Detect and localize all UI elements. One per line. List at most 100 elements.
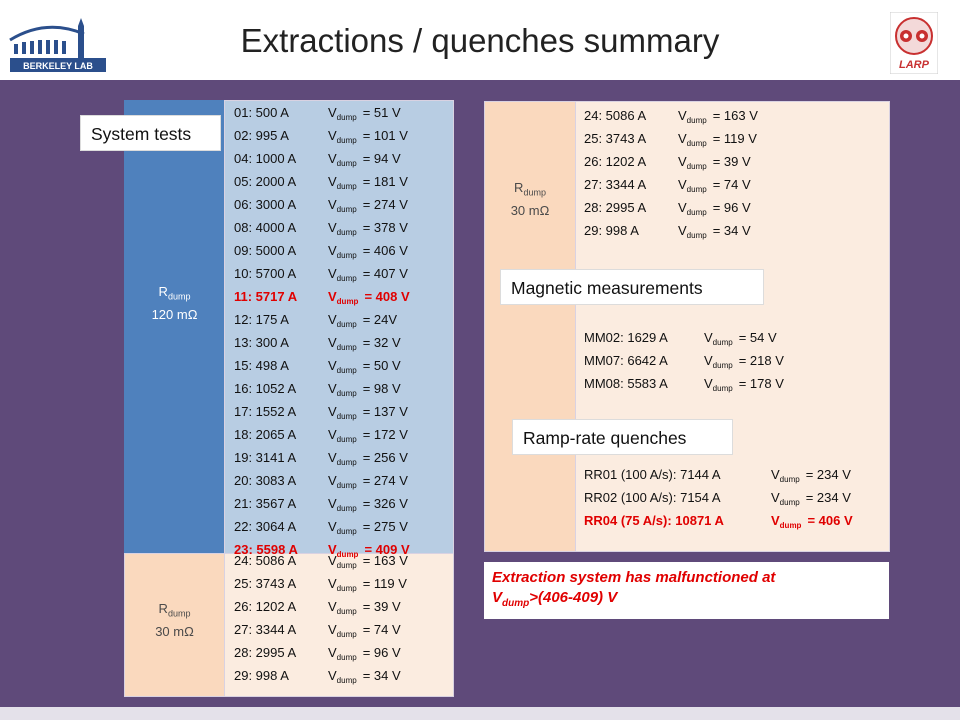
data-row: 22: 3064 A Vdump = 275 V bbox=[234, 517, 408, 540]
current-label: 21: 3567 A bbox=[234, 496, 297, 511]
vdump-subscript: dump bbox=[686, 231, 707, 240]
data-row: 24: 5086 A Vdump = 163 V bbox=[234, 551, 408, 574]
vdump-subscript: dump bbox=[336, 504, 357, 513]
vdump-number: = 74 V bbox=[712, 177, 751, 192]
data-row: 16: 1052 A Vdump = 98 V bbox=[234, 379, 401, 402]
vdump-subscript: dump bbox=[336, 630, 357, 639]
svg-text:BERKELEY LAB: BERKELEY LAB bbox=[23, 61, 93, 71]
vdump-symbol: V bbox=[328, 473, 337, 488]
data-row: 19: 3141 A Vdump = 256 V bbox=[234, 448, 408, 471]
data-row: 24: 5086 A Vdump = 163 V bbox=[584, 106, 758, 129]
vdump-subscript: dump bbox=[712, 338, 733, 347]
data-row: 12: 175 A Vdump = 24V bbox=[234, 310, 397, 333]
vdump-subscript: dump bbox=[686, 162, 707, 171]
vdump-value: Vdump = 54 V bbox=[704, 328, 777, 353]
vdump-number: = 378 V bbox=[362, 220, 408, 235]
current-label: RR04 (75 A/s): 10871 A bbox=[584, 513, 724, 528]
vdump-symbol: V bbox=[678, 108, 687, 123]
vdump-symbol: V bbox=[328, 496, 337, 511]
vdump-value: Vdump = 39 V bbox=[678, 152, 751, 177]
berkeley-lab-logo: BERKELEY LAB bbox=[6, 10, 110, 76]
vdump-symbol: V bbox=[678, 154, 687, 169]
current-label: 20: 3083 A bbox=[234, 473, 297, 488]
vdump-value: Vdump = 234 V bbox=[771, 465, 851, 490]
vdump-subscript: dump bbox=[336, 182, 357, 191]
vdump-subscript: dump bbox=[686, 139, 707, 148]
data-row: 10: 5700 A Vdump = 407 V bbox=[234, 264, 408, 287]
vdump-value: Vdump = 274 V bbox=[328, 195, 408, 220]
vdump-value: Vdump = 178 V bbox=[704, 374, 784, 399]
vdump-symbol: V bbox=[328, 174, 337, 189]
vdump-value: Vdump = 101 V bbox=[328, 126, 408, 151]
vdump-subscript: dump bbox=[686, 116, 707, 125]
data-row: 28: 2995 A Vdump = 96 V bbox=[234, 643, 401, 666]
vdump-subscript: dump bbox=[336, 389, 357, 398]
vdump-value: Vdump = 24V bbox=[328, 310, 397, 335]
vdump-symbol: V bbox=[678, 223, 687, 238]
vdump-number: = 39 V bbox=[362, 599, 401, 614]
current-label: 15: 498 A bbox=[234, 358, 289, 373]
vdump-value: Vdump = 34 V bbox=[678, 221, 751, 246]
vdump-value: Vdump = 96 V bbox=[678, 198, 751, 223]
left-values-peach-panel bbox=[224, 553, 454, 697]
vdump-value: Vdump = 119 V bbox=[678, 129, 757, 154]
vdump-symbol: V bbox=[328, 197, 337, 212]
vdump-number: = 163 V bbox=[362, 553, 408, 568]
vdump-subscript: dump bbox=[336, 607, 357, 616]
vdump-value: Vdump = 32 V bbox=[328, 333, 401, 358]
current-label: MM07: 6642 A bbox=[584, 353, 668, 368]
vdump-value: Vdump = 74 V bbox=[678, 175, 751, 200]
vdump-value: Vdump = 406 V bbox=[771, 511, 853, 536]
data-row: RR02 (100 A/s): 7154 A Vdump = 234 V bbox=[584, 488, 851, 511]
vdump-value: Vdump = 275 V bbox=[328, 517, 408, 542]
current-label: 12: 175 A bbox=[234, 312, 289, 327]
data-row: 23: 5598 A Vdump = 409 V bbox=[234, 540, 410, 563]
data-row: 25: 3743 A Vdump = 119 V bbox=[234, 574, 407, 597]
vdump-subscript: dump bbox=[336, 435, 357, 444]
vdump-subscript: dump bbox=[336, 458, 357, 467]
vdump-value: Vdump = 326 V bbox=[328, 494, 408, 519]
vdump-number: = 406 V bbox=[807, 513, 853, 528]
vdump-value: Vdump = 172 V bbox=[328, 425, 408, 450]
data-row: 27: 3344 A Vdump = 74 V bbox=[234, 620, 401, 643]
vdump-subscript: dump bbox=[336, 159, 357, 168]
left-rdump-120-column bbox=[124, 100, 225, 554]
vdump-value: Vdump = 119 V bbox=[328, 574, 407, 599]
vdump-value: Vdump = 163 V bbox=[328, 551, 408, 576]
vdump-symbol: V bbox=[328, 645, 337, 660]
current-label: 25: 3743 A bbox=[234, 576, 297, 591]
vdump-value: Vdump = 408 V bbox=[328, 287, 410, 312]
vdump-subscript: dump bbox=[336, 481, 357, 490]
vdump-symbol: V bbox=[771, 513, 780, 528]
vdump-subscript: dump bbox=[336, 584, 357, 593]
vdump-number: = 326 V bbox=[362, 496, 408, 511]
rdump-120-label: Rdump 120 mΩ bbox=[151, 284, 198, 322]
vdump-symbol: V bbox=[704, 376, 713, 391]
current-label: 22: 3064 A bbox=[234, 519, 297, 534]
current-label: 16: 1052 A bbox=[234, 381, 297, 396]
vdump-value: Vdump = 409 V bbox=[328, 540, 410, 565]
current-label: 24: 5086 A bbox=[234, 553, 297, 568]
vdump-number: = 32 V bbox=[362, 335, 401, 350]
vdump-value: Vdump = 218 V bbox=[704, 351, 784, 376]
vdump-subscript: dump bbox=[336, 412, 357, 421]
vdump-symbol: V bbox=[328, 335, 337, 350]
current-label: 27: 3344 A bbox=[234, 622, 297, 637]
vdump-subscript: dump bbox=[336, 550, 359, 559]
current-label: 04: 1000 A bbox=[234, 151, 297, 166]
vdump-symbol: V bbox=[328, 519, 337, 534]
data-row: 26: 1202 A Vdump = 39 V bbox=[584, 152, 751, 175]
vdump-number: = 74 V bbox=[362, 622, 401, 637]
data-row: RR01 (100 A/s): 7144 A Vdump = 234 V bbox=[584, 465, 851, 488]
vdump-number: = 234 V bbox=[805, 490, 851, 505]
vdump-number: = 39 V bbox=[712, 154, 751, 169]
vdump-number: = 218 V bbox=[738, 353, 784, 368]
vdump-symbol: V bbox=[771, 467, 780, 482]
current-label: MM08: 5583 A bbox=[584, 376, 668, 391]
vdump-symbol: V bbox=[328, 151, 337, 166]
vdump-subscript: dump bbox=[336, 297, 359, 306]
vdump-symbol: V bbox=[328, 381, 337, 396]
data-row: 15: 498 A Vdump = 50 V bbox=[234, 356, 401, 379]
vdump-value: Vdump = 274 V bbox=[328, 471, 408, 496]
data-row: 02: 995 A Vdump = 101 V bbox=[234, 126, 408, 149]
